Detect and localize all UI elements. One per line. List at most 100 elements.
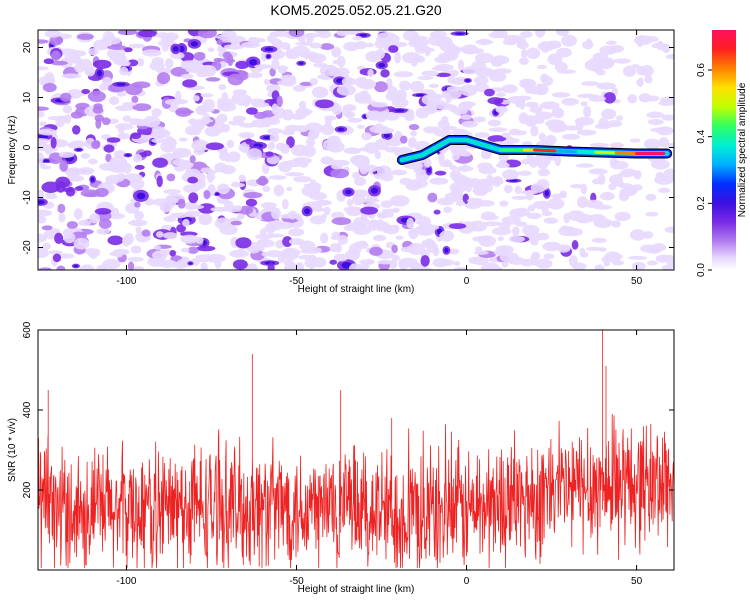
spectrogram-cell (90, 177, 95, 182)
spectrogram-cell (153, 245, 162, 250)
spectrogram-cell (421, 267, 433, 270)
spectrogram-cell (49, 35, 63, 46)
spectrogram-cell (464, 181, 483, 188)
spectrogram-cell (664, 226, 674, 234)
spectrogram-cell (264, 117, 281, 125)
spectrogram-cell (394, 89, 407, 101)
spectrogram-cell (434, 170, 447, 176)
spectrogram-cell (261, 251, 269, 257)
spectrogram-cell (370, 187, 378, 194)
spectrogram-cell (66, 221, 78, 229)
spectrogram-cell (226, 139, 235, 149)
spectrogram-cell (530, 182, 546, 193)
y-tick-label: 200 (22, 481, 33, 498)
spectrogram-cell (190, 41, 199, 47)
spectrogram-cell (410, 80, 425, 93)
spectrogram-cell (266, 54, 271, 59)
spectrogram-cell (58, 151, 75, 158)
spectrogram-cell (324, 115, 337, 121)
spectrogram-cell (346, 199, 354, 207)
spectrogram-cell (132, 153, 143, 163)
spectrogram-cell (74, 62, 85, 73)
spectrogram-cell (433, 209, 441, 215)
spectrogram-cell (336, 78, 344, 84)
spectrogram-cell (556, 47, 572, 58)
spectrogram-cell (158, 259, 177, 268)
y-tick-label: 600 (22, 321, 33, 338)
spectrogram-cell (238, 174, 246, 183)
spectrogram-cell (434, 103, 455, 110)
spectrogram-cell (200, 93, 214, 98)
spectrogram-cell (591, 178, 603, 185)
spectrogram-cell (55, 176, 71, 189)
spectrogram-cell (223, 44, 244, 50)
spectrogram-cell (143, 115, 161, 128)
spectrogram-cell (38, 138, 50, 145)
spectrogram-cell (241, 41, 261, 49)
spectrogram-cell (177, 198, 186, 209)
spectrogram-cell (443, 39, 453, 47)
spectrogram-cell (484, 179, 504, 185)
spectrogram-cell (210, 206, 231, 212)
spectrogram-cell (647, 245, 662, 254)
spectrogram-cell (444, 247, 449, 253)
colorbar-label: Normalized spectral amplitude (737, 82, 748, 217)
spectrogram-cell (398, 257, 419, 268)
spectrogram-cell (263, 78, 271, 86)
spectrogram-cell (61, 73, 82, 79)
spectrogram-noise (38, 30, 674, 270)
spectrogram-cell (388, 45, 399, 53)
spectrogram-cell (372, 234, 387, 242)
spectrogram-cell (102, 258, 121, 270)
spectrogram-cell (416, 224, 436, 236)
spectrogram-cell (156, 72, 171, 85)
spectrogram-cell (645, 211, 659, 217)
spectrogram-cell (57, 48, 78, 56)
spectrogram-cell (633, 170, 642, 180)
spectrogram-cell (206, 172, 216, 181)
spectrogram-cell (436, 197, 455, 206)
spectrogram-cell (42, 82, 57, 93)
spectrogram-cell (538, 132, 546, 142)
spectrogram-cell (603, 260, 610, 267)
spectrogram-cell (530, 240, 539, 246)
spectrogram-cell (185, 125, 199, 136)
spectrogram-cell (116, 82, 126, 86)
spectrogram-cell (519, 31, 533, 38)
spectrogram-cell (127, 256, 144, 262)
spectrogram-cell (501, 84, 518, 94)
spectrogram-cell (461, 44, 479, 55)
spectrogram-cell (330, 211, 345, 219)
spectrogram-cell (63, 232, 76, 244)
spectrogram-cell (41, 225, 53, 231)
spectrogram-cell (214, 121, 226, 133)
x-tick-label: -50 (289, 276, 304, 287)
spectrogram-cell (62, 104, 73, 114)
spectrogram-cell (65, 186, 76, 197)
spectrogram-cell (94, 208, 112, 215)
snr-x-ticks: -100 -50 0 50 (116, 330, 643, 587)
spectrogram-cell (617, 171, 634, 178)
spectrogram-cell (561, 34, 577, 47)
spectrogram-cell (267, 142, 276, 151)
spectrogram-cell (134, 210, 145, 221)
spectrogram-cell (492, 30, 508, 39)
spectrogram-cell (38, 111, 45, 118)
spectrogram-cell (227, 151, 241, 163)
spectrogram-cell (264, 47, 274, 52)
snr-y-label: SNR (10 * v/v) (7, 418, 18, 482)
spectrogram-cell (109, 156, 128, 168)
spectrogram-cell (424, 45, 431, 57)
spectrogram-cell (189, 204, 205, 210)
spectrogram-cell (199, 64, 217, 77)
spectrogram-cell (115, 123, 134, 131)
spectrogram-cell (511, 195, 529, 200)
spectrogram-cell (383, 133, 391, 138)
y-tick-label: -20 (22, 240, 33, 255)
x-tick-label: 50 (631, 576, 643, 587)
spectrogram-cell (410, 130, 418, 137)
spectrogram-cell (151, 250, 168, 261)
spectrogram-cell (526, 212, 542, 220)
spectrogram-cell (79, 264, 95, 270)
spectrogram-cell (152, 157, 168, 168)
